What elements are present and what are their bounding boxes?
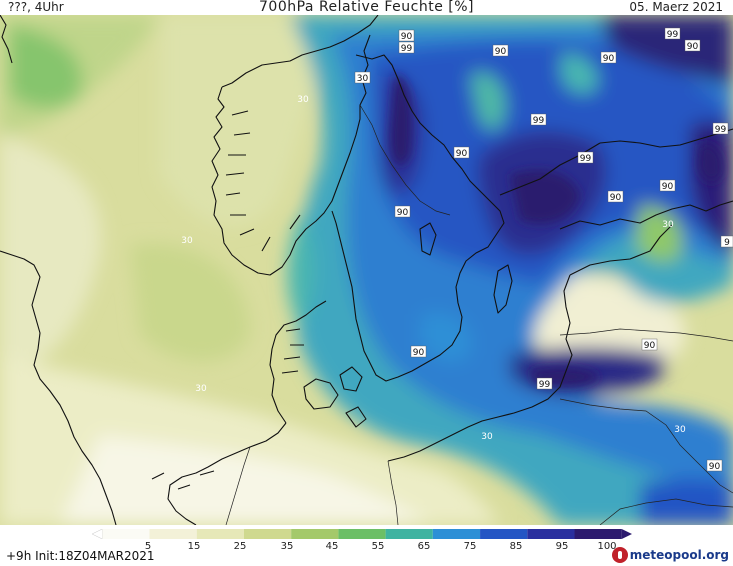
contour-label: 30: [181, 236, 193, 246]
contour-label: 90: [641, 338, 658, 351]
svg-text:90: 90: [687, 42, 699, 52]
legend: 5 15 25 35 45 55 65 75 85 95 100 +9h Ini…: [0, 525, 733, 566]
map-title: 700hPa Relative Feuchte [%]: [259, 0, 474, 15]
humidity-field: [0, 15, 733, 525]
svg-text:9: 9: [724, 238, 730, 248]
tick-label: 75: [463, 541, 477, 552]
svg-text:90: 90: [603, 54, 615, 64]
colorbar-segment: [291, 529, 339, 539]
contour-label: 90: [684, 39, 701, 52]
contour-label: 90: [492, 44, 509, 57]
contour-label: 90: [607, 190, 624, 203]
contour-label: 30: [674, 425, 686, 435]
contour-label: 30: [662, 220, 674, 230]
contour-label: 90: [706, 459, 723, 472]
contour-label: 30: [354, 71, 371, 84]
svg-text:30: 30: [662, 220, 674, 230]
contour-labels: 90 99 90 90 30 99 90 99 99 90 90 90 30 9…: [181, 27, 733, 472]
colorbar-segment: [338, 529, 386, 539]
contour-label: 99: [536, 377, 553, 390]
tick-label: 5: [144, 541, 152, 552]
contour-label: 9: [720, 235, 733, 248]
svg-text:90: 90: [397, 208, 409, 218]
svg-text:30: 30: [195, 384, 207, 394]
run-hour-label: ???, 4Uhr: [8, 0, 64, 14]
colorbar-segment: [102, 529, 150, 539]
contour-label: 99: [577, 151, 594, 164]
colorbar-segment: [432, 529, 481, 539]
tick-label: 85: [509, 541, 523, 552]
colorbar-segment: [243, 529, 292, 539]
svg-text:30: 30: [674, 425, 686, 435]
colorbar-segment: [574, 529, 622, 539]
svg-text:90: 90: [401, 32, 413, 42]
svg-text:90: 90: [495, 47, 507, 57]
tick-label: 25: [233, 541, 247, 552]
tick-label: 35: [280, 541, 294, 552]
svg-text:30: 30: [357, 74, 369, 84]
svg-text:99: 99: [401, 44, 413, 54]
contour-label: 99: [712, 122, 729, 135]
contour-label: 90: [659, 179, 676, 192]
borders: [225, 104, 733, 525]
svg-text:90: 90: [662, 182, 674, 192]
contour-label: 90: [600, 51, 617, 64]
tick-label: 65: [417, 541, 431, 552]
svg-text:90: 90: [644, 341, 656, 351]
svg-text:90: 90: [413, 348, 425, 358]
contour-label: 30: [481, 432, 493, 442]
svg-text:99: 99: [667, 30, 679, 40]
svg-text:99: 99: [539, 380, 551, 390]
tick-label: 55: [371, 541, 385, 552]
svg-text:99: 99: [715, 125, 727, 135]
svg-text:30: 30: [481, 432, 493, 442]
colorbar-segment: [385, 529, 433, 539]
colorbar-max-arrow: [621, 529, 632, 539]
tick-label: 100: [597, 541, 617, 552]
colorbar-min-arrow: [92, 529, 103, 539]
colorbar-segment: [527, 529, 575, 539]
svg-text:30: 30: [181, 236, 193, 246]
meteopool-logo[interactable]: meteopool.org: [611, 547, 729, 563]
svg-text:99: 99: [533, 116, 545, 126]
contour-label: 90: [398, 29, 415, 42]
contour-label: 90: [410, 345, 427, 358]
colorbar-segment: [196, 529, 244, 539]
contour-label: 99: [530, 113, 547, 126]
svg-text:30: 30: [297, 95, 309, 105]
svg-text:90: 90: [456, 149, 468, 159]
contour-label: 30: [297, 95, 309, 105]
svg-text:99: 99: [580, 154, 592, 164]
run-info: +9h Init:18Z04MAR2021: [6, 549, 155, 563]
humidity-map: 90 99 90 90 30 99 90 99 99 90 90 90 30 9…: [0, 15, 733, 525]
svg-text:90: 90: [610, 193, 622, 203]
logo-text: meteopool.org: [629, 548, 729, 562]
contour-label: 99: [398, 41, 415, 54]
logo-icon: [611, 547, 628, 563]
coastlines: [0, 15, 733, 525]
colorbar: [92, 529, 632, 539]
contour-label: 90: [453, 146, 470, 159]
svg-text:90: 90: [709, 462, 721, 472]
valid-date: 05. Maerz 2021: [629, 0, 723, 14]
colorbar-segment: [149, 529, 197, 539]
tick-label: 15: [187, 541, 201, 552]
tick-label: 45: [325, 541, 339, 552]
contour-label: 99: [664, 27, 681, 40]
colorbar-segment: [480, 529, 528, 539]
contour-label: 30: [195, 384, 207, 394]
tick-label: 95: [555, 541, 569, 552]
contour-label: 90: [394, 205, 411, 218]
